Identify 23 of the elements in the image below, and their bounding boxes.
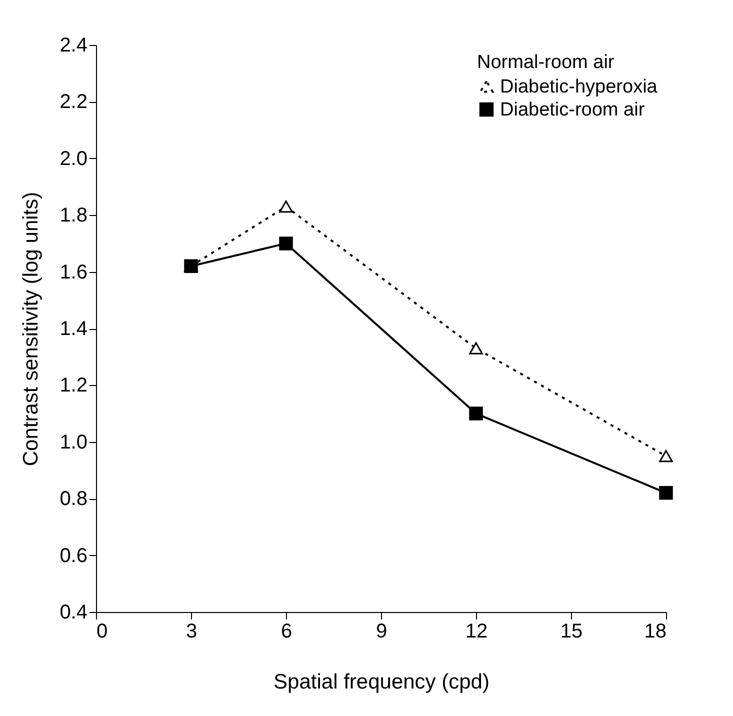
y-tick-label: 0.8 — [60, 488, 88, 510]
x-tick-label: 0 — [96, 620, 108, 642]
y-axis-title: Contrast sensitivity (log units) — [20, 192, 43, 466]
y-tick-label: 1.0 — [60, 431, 88, 454]
y-tick-label: 1.6 — [60, 261, 88, 284]
x-tick-label: 6 — [280, 620, 292, 642]
y-tick-label: 0.6 — [60, 544, 88, 567]
x-tick-label: 3 — [186, 620, 198, 642]
x-tick-label: 9 — [376, 620, 388, 642]
x-axis-title: Spatial frequency (cpd) — [274, 670, 490, 694]
y-tick-label: 2.2 — [60, 91, 88, 114]
y-tick-label: 1.8 — [60, 204, 88, 227]
y-tick-label: 2.0 — [60, 148, 88, 170]
y-tick-label: 2.4 — [60, 34, 88, 56]
legend-title: Normal-room air — [477, 52, 615, 73]
x-tick-label: 18 — [644, 620, 666, 642]
legend-label: Diabetic-hyperoxia — [500, 76, 658, 98]
y-tick-label: 1.2 — [60, 374, 88, 397]
x-tick-label: 12 — [465, 620, 488, 642]
legend-label: Diabetic-room air — [500, 100, 646, 120]
y-tick-label: 1.4 — [60, 318, 88, 340]
y-tick-label: 0.4 — [60, 602, 88, 624]
x-tick-label: 15 — [560, 620, 583, 642]
